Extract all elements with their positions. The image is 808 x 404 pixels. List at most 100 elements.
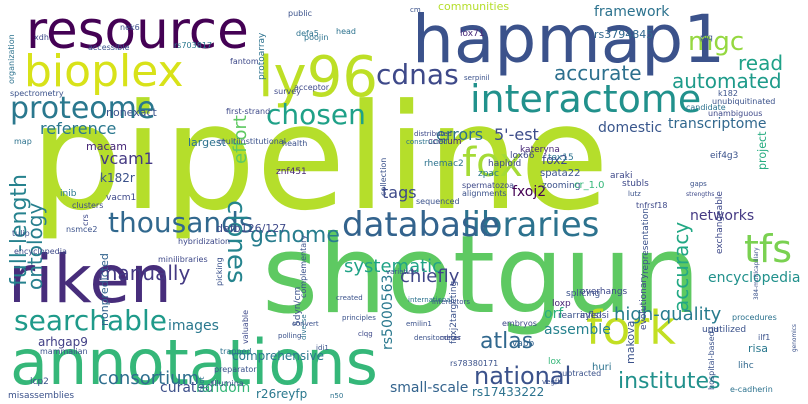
cloud-word: loxp: [552, 299, 571, 309]
cloud-word: acceptor: [294, 83, 330, 92]
cloud-word: ilf1: [758, 333, 770, 342]
cloud-word: representation: [641, 208, 651, 274]
cloud-word: genomics: [792, 324, 798, 352]
cloud-word: valuable: [241, 310, 250, 344]
cloud-word: emilin1: [406, 320, 432, 328]
cloud-word: cr_1.0: [574, 180, 605, 191]
cloud-word: communities: [438, 0, 509, 13]
cloud-word: rhemac2: [424, 159, 464, 169]
cloud-word: stubls: [622, 179, 649, 189]
cloud-word: k182r: [100, 171, 135, 185]
cloud-word: lihc: [738, 361, 754, 371]
cloud-word: nonpredicted: [98, 253, 111, 326]
cloud-word: lcp2: [30, 377, 49, 387]
cloud-word: serpinil: [464, 74, 490, 82]
cloud-word: tfs: [744, 227, 792, 271]
cloud-word: curated: [160, 380, 214, 396]
cloud-word: resource: [26, 1, 249, 61]
cloud-word: clones: [221, 200, 251, 283]
cloud-word: ontology: [23, 203, 47, 290]
cloud-word: tags: [382, 183, 417, 202]
cloud-word: orf: [544, 306, 564, 322]
cloud-word: ccorum: [428, 137, 462, 147]
cloud-word: rearrayed: [558, 311, 602, 321]
cloud-word: candidate: [686, 103, 726, 112]
cloud-word: strengths: [686, 191, 714, 198]
cloud-word: lox: [548, 357, 562, 367]
cloud-word: xdh: [34, 33, 49, 42]
cloud-word: spermatozoa: [462, 181, 514, 190]
cloud-word: assemble: [544, 322, 611, 338]
cloud-word: tex15: [548, 153, 574, 163]
cloud-word: accessible: [88, 43, 129, 52]
cloud-word: vegfb: [542, 378, 562, 386]
cloud-word: proteome: [10, 91, 155, 126]
cloud-word: risa: [748, 342, 768, 355]
cloud-word: errors: [436, 125, 483, 144]
cloud-word: constructed: [406, 138, 448, 146]
cloud-word: misassemblies: [8, 391, 74, 401]
cloud-word: araki: [610, 171, 632, 181]
cloud-word: 384-multicapillary: [754, 247, 760, 300]
cloud-word: rs5000563: [380, 275, 396, 350]
cloud-word: variation: [386, 268, 417, 276]
cloud-word: haploid: [488, 159, 521, 169]
cloud-word: poojin: [304, 33, 328, 42]
cloud-word: mgc: [688, 27, 744, 57]
cloud-word: accurate: [554, 61, 642, 85]
cloud-word: convert: [292, 320, 319, 328]
cloud-word: trapped: [220, 347, 251, 356]
cloud-word: chiefly: [400, 266, 460, 287]
cloud-word: pilot: [198, 376, 206, 392]
cloud-word: clqg: [358, 330, 373, 338]
cloud-word: lutz: [628, 190, 641, 198]
cloud-word: nonexact: [106, 106, 158, 119]
cloud-word: project: [756, 131, 769, 170]
cloud-word: fantom: [230, 57, 259, 66]
cloud-word: unambiguous: [708, 109, 762, 118]
cloud-word: encyclopedia: [708, 270, 800, 286]
cloud-word: znf451: [276, 167, 307, 177]
cloud-word: p/q: [700, 33, 713, 42]
cloud-word: transcriptome: [668, 116, 767, 132]
cloud-word: shotgun: [262, 213, 701, 338]
cloud-word: evolutionary: [639, 273, 649, 330]
cloud-word: interactome: [470, 77, 701, 121]
cloud-word: rs703817: [174, 41, 212, 50]
cloud-word: k182: [718, 89, 738, 98]
cloud-word: makova: [624, 321, 637, 364]
cloud-word: consortium: [98, 368, 199, 389]
cloud-word: international: [408, 296, 453, 304]
cloud-word: fxoj2: [512, 184, 546, 200]
cloud-word: 5dyn/cm: [293, 287, 303, 326]
cloud-word: spectrometry: [10, 89, 64, 98]
cloud-word: sequenced: [416, 197, 460, 206]
cloud-word: kateryna: [520, 145, 560, 155]
cloud-word: infls-si: [580, 311, 609, 321]
cloud-word: subtracted: [558, 369, 601, 378]
cloud-word: systematic: [344, 256, 442, 277]
cloud-word: overhangs: [580, 287, 628, 297]
cloud-word: mammalian: [40, 347, 88, 356]
cloud-word: lox66: [510, 151, 535, 161]
cloud-word: picking: [215, 257, 224, 286]
cloud-word: principles: [342, 314, 376, 322]
cloud-word: vcam1: [100, 149, 154, 168]
cloud-word: thousands: [108, 206, 253, 239]
cloud-word: chosen: [266, 98, 366, 131]
cloud-word: e-cadherin: [730, 385, 773, 394]
cloud-word: protoarray: [257, 32, 267, 80]
cloud-word: distributed: [414, 130, 452, 138]
cloud-word: first-strand: [226, 107, 270, 116]
cloud-word: networks: [690, 208, 754, 224]
cloud-word: riken: [8, 241, 172, 318]
cloud-word: 5'-est: [494, 125, 539, 144]
cloud-word: illumina: [212, 379, 244, 388]
cloud-word: hospital-based: [707, 331, 716, 390]
cloud-word: head: [336, 27, 356, 36]
cloud-word: searchable: [14, 304, 167, 337]
cloud-word: defb126/127: [216, 222, 286, 235]
cloud-word: automated: [672, 69, 782, 93]
cloud-word: national: [474, 362, 571, 390]
